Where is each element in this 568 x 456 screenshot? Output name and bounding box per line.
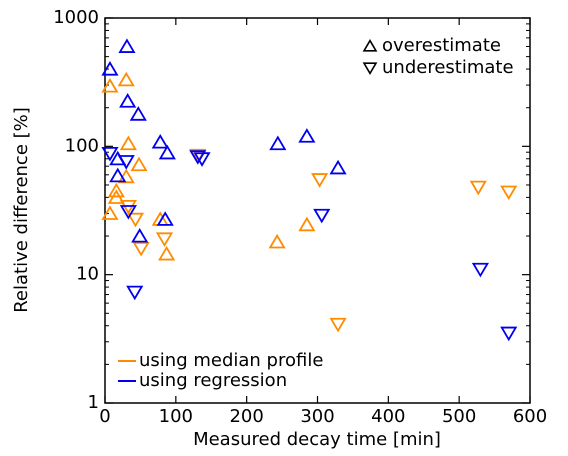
- marker: [107, 182, 125, 198]
- x-tick-label: 200: [229, 406, 263, 427]
- marker: [117, 155, 135, 170]
- marker: [101, 77, 119, 93]
- marker: [298, 128, 316, 143]
- marker: [189, 150, 207, 165]
- marker: [158, 245, 176, 261]
- marker: [119, 93, 137, 108]
- x-tick-label: 400: [371, 406, 405, 427]
- marker: [155, 232, 174, 247]
- marker: [107, 189, 125, 204]
- marker: [158, 144, 176, 160]
- marker: [500, 185, 518, 201]
- marker: [118, 38, 136, 53]
- marker: [269, 135, 287, 151]
- marker: [313, 208, 331, 224]
- marker: [471, 262, 489, 278]
- x-tick-label: 100: [159, 406, 193, 427]
- marker: [329, 159, 347, 175]
- marker: [469, 180, 487, 196]
- marker: [298, 216, 316, 232]
- marker: [500, 326, 518, 342]
- legend-label: overestimate: [382, 35, 501, 56]
- y-tick-label: 10: [76, 264, 99, 285]
- marker: [117, 71, 135, 87]
- legend-label: using median profile: [139, 350, 323, 371]
- x-tick-label: 500: [442, 406, 476, 427]
- y-tick-label: 100: [65, 135, 99, 156]
- marker: [151, 133, 169, 149]
- marker: [132, 241, 150, 257]
- x-tick-label: 300: [300, 406, 334, 427]
- marker: [101, 205, 119, 220]
- x-tick-label: 600: [513, 406, 547, 427]
- x-axis-label: Measured decay time [min]: [193, 429, 441, 450]
- marker: [129, 106, 147, 121]
- marker: [101, 60, 119, 76]
- marker: [311, 173, 329, 188]
- marker: [131, 227, 149, 243]
- y-tick-label: 1000: [53, 7, 99, 28]
- marker: [193, 152, 211, 167]
- y-tick-label: 1: [88, 392, 99, 413]
- legend-marker: [362, 39, 378, 52]
- legend-label: using regression: [139, 370, 287, 391]
- marker: [126, 212, 145, 228]
- marker: [329, 317, 347, 333]
- legend-marker: [362, 62, 378, 75]
- marker: [126, 285, 144, 301]
- marker: [101, 146, 119, 162]
- marker: [119, 135, 137, 151]
- marker: [109, 167, 127, 183]
- legend-label: underestimate: [382, 57, 514, 78]
- marker: [268, 233, 286, 249]
- y-axis-label: Relative difference [%]: [11, 107, 32, 313]
- marker: [156, 211, 174, 226]
- marker: [130, 156, 148, 172]
- x-tick-label: 0: [99, 406, 110, 427]
- marker: [119, 205, 137, 220]
